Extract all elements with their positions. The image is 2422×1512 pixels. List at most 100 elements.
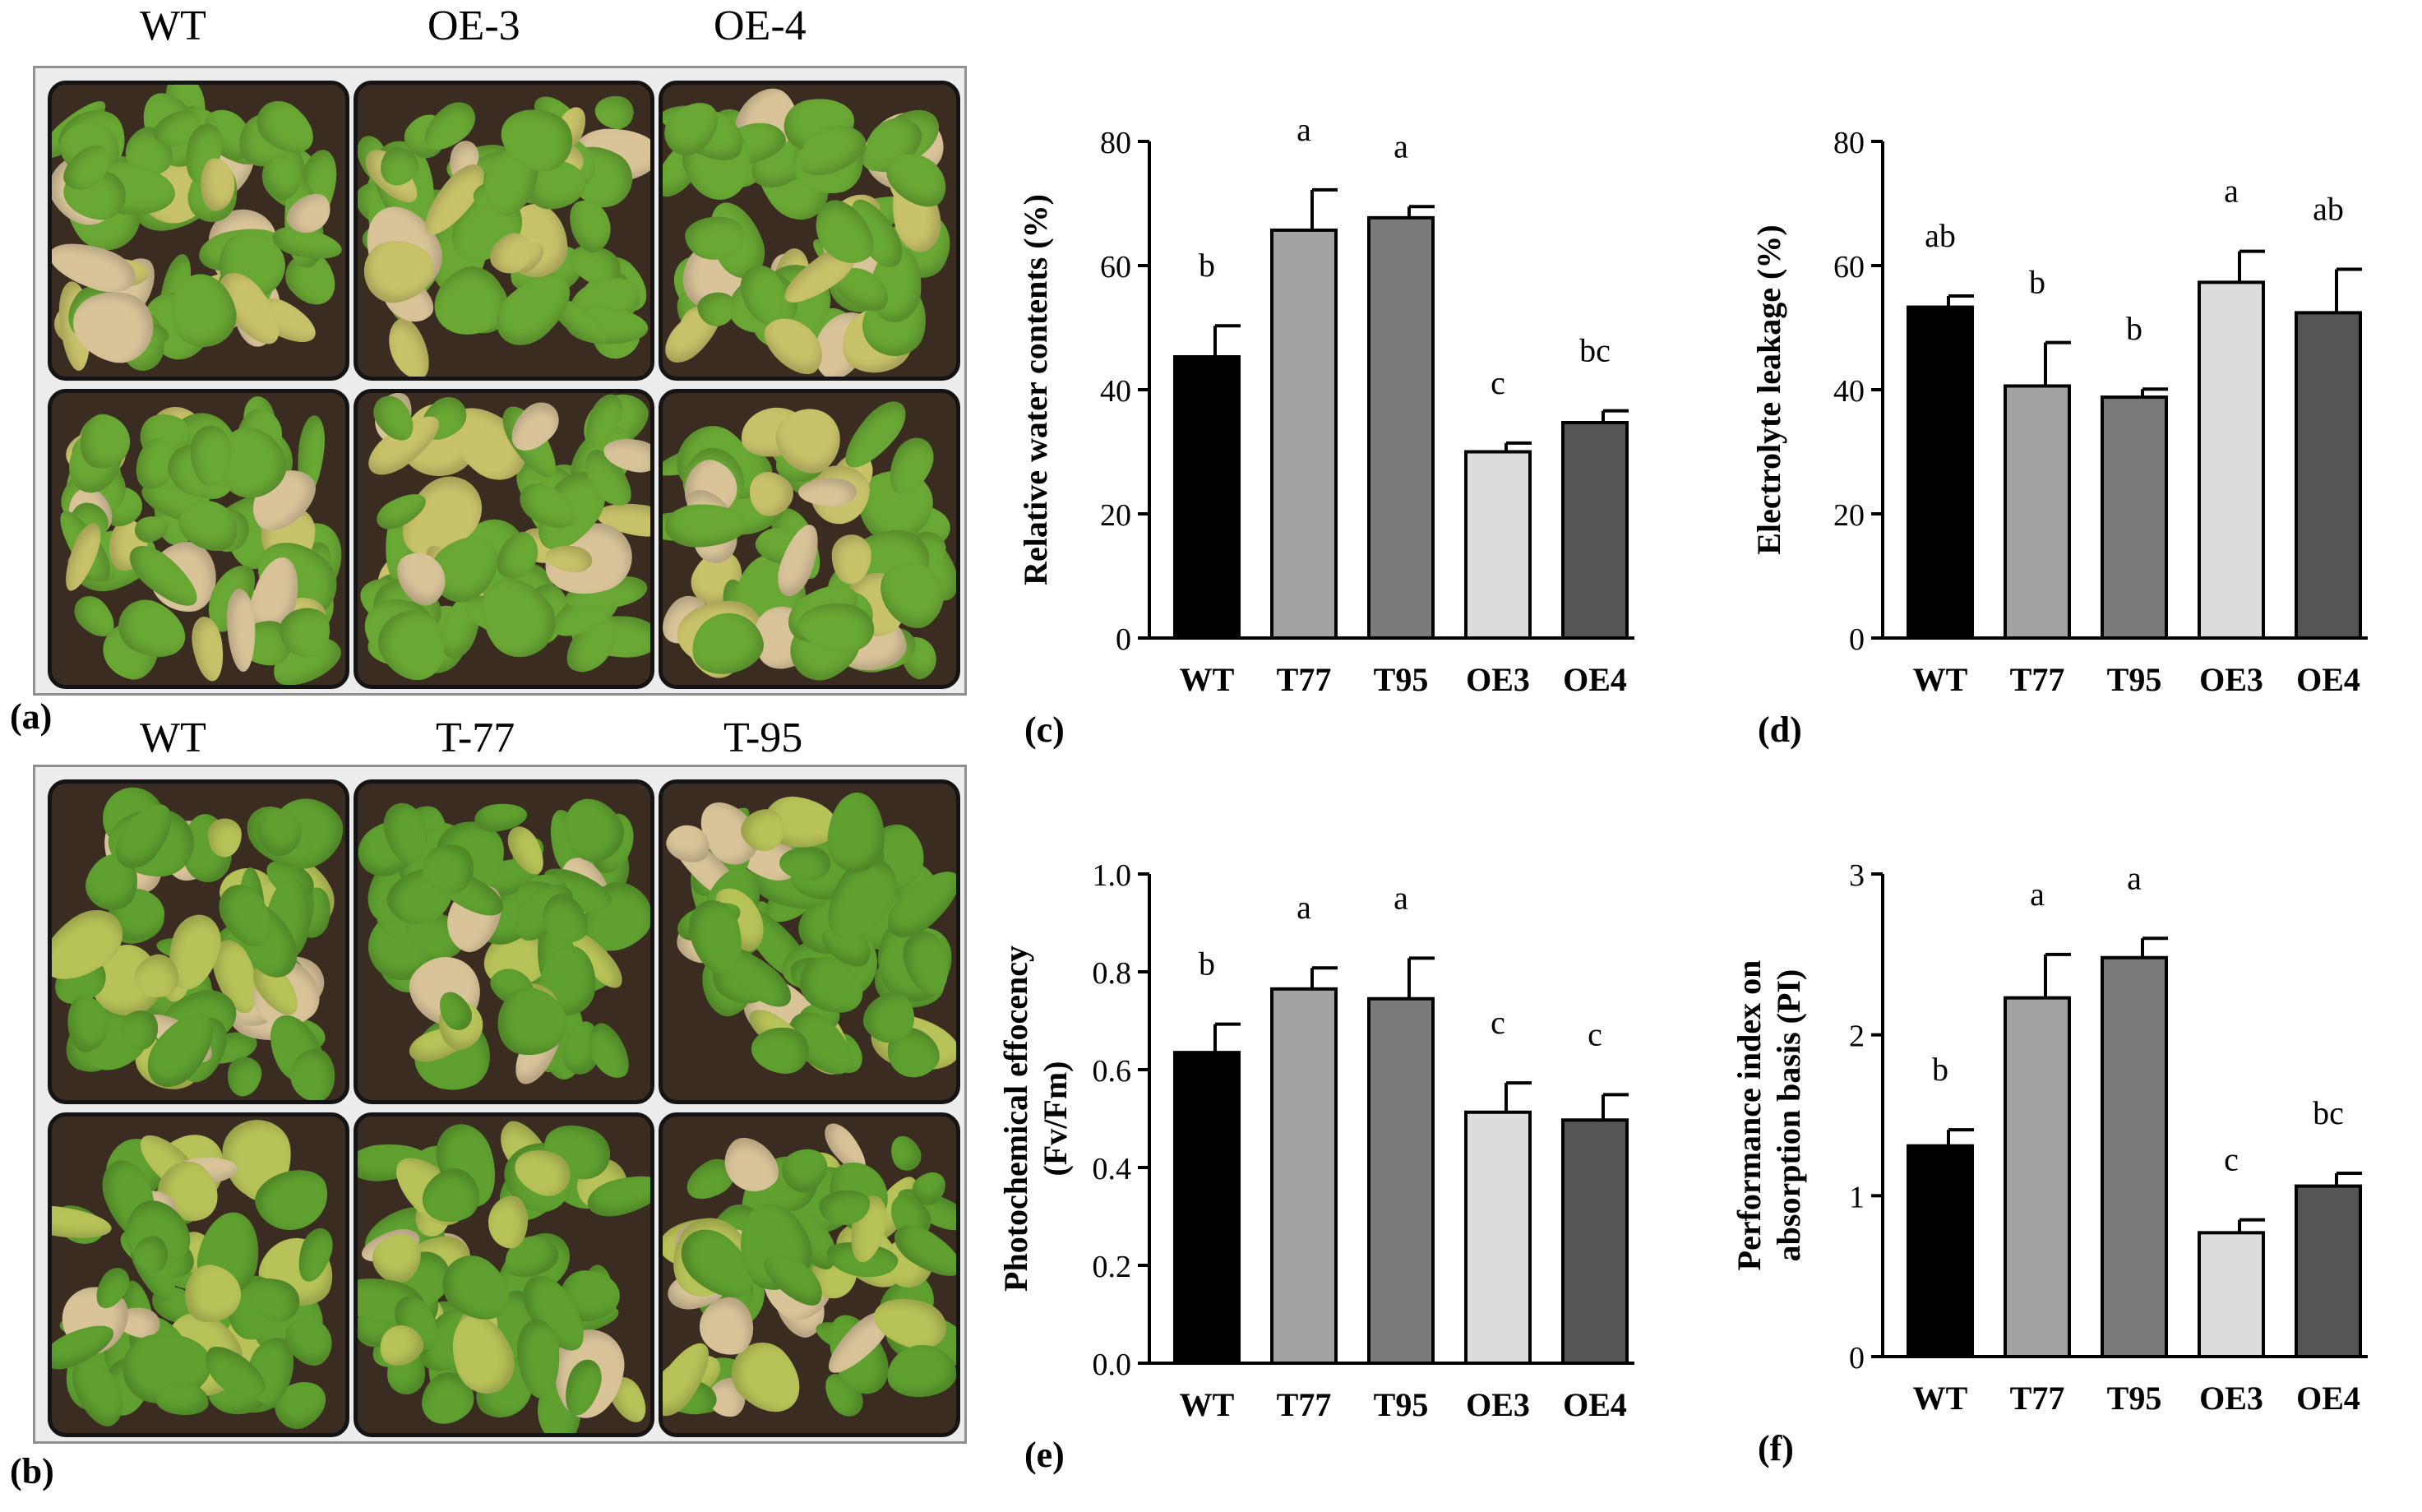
plant-pot — [48, 1112, 349, 1437]
y-tick-label: 0.8 — [1093, 956, 1132, 991]
photo-b-label-1: WT — [140, 714, 206, 761]
y-tick-label: 60 — [1100, 250, 1131, 284]
significance-letter: c — [1491, 364, 1505, 401]
bar-oe4 — [1561, 1118, 1629, 1366]
panel-letter: (f) — [1758, 1428, 1794, 1468]
bar-oe4 — [2295, 1184, 2362, 1359]
panel-letter: (d) — [1758, 710, 1802, 750]
chart-c: 0 20 40 60 80 Relative water contents (%) b WT a… — [1017, 111, 1634, 750]
bar-t77 — [1270, 228, 1338, 640]
x-tick-label: T77 — [2010, 661, 2065, 698]
plant-pot — [48, 389, 349, 689]
y-tick-label: 0 — [1116, 622, 1131, 657]
x-tick-label: T77 — [2010, 1380, 2065, 1417]
y-tick-label: 40 — [1833, 374, 1865, 409]
y-tick-label: 0.4 — [1093, 1152, 1132, 1186]
significance-letter: b — [2029, 264, 2045, 301]
chart-f: 0 1 2 3 Performance index on absorption basis… — [1731, 858, 2368, 1468]
significance-letter: a — [2224, 173, 2239, 210]
significance-letter: a — [1297, 889, 1311, 926]
x-tick-label: T77 — [1277, 661, 1332, 698]
plant-photo-a — [33, 66, 967, 696]
bar-t77 — [2004, 996, 2071, 1358]
y-tick-label: 3 — [1849, 858, 1865, 893]
bar-oe3 — [2198, 1231, 2265, 1358]
significance-letter: bc — [1579, 332, 1611, 369]
significance-letter: a — [1394, 879, 1408, 916]
bar-wt — [1173, 354, 1241, 640]
plant-pot — [353, 779, 655, 1104]
x-tick-label: OE3 — [2199, 1380, 2263, 1417]
x-tick-label: OE4 — [2296, 1380, 2360, 1417]
significance-letter: c — [1491, 1004, 1505, 1041]
bar-wt — [1907, 305, 1974, 640]
bar-t77 — [1270, 987, 1338, 1365]
y-tick-label: 0.0 — [1093, 1348, 1132, 1382]
x-tick-label: OE4 — [1563, 661, 1627, 698]
y-tick-label: 20 — [1100, 498, 1131, 533]
plant-pot — [659, 779, 960, 1104]
significance-letter: c — [2224, 1141, 2239, 1178]
x-tick-label: OE3 — [1466, 661, 1530, 698]
y-tick-label: 1.0 — [1093, 858, 1132, 893]
significance-letter: a — [1297, 111, 1311, 148]
panel-letter: (c) — [1024, 710, 1065, 750]
x-tick-label: WT — [1913, 661, 1968, 698]
bar-t95 — [2101, 395, 2168, 640]
x-tick-label: OE4 — [1563, 1386, 1627, 1423]
y-tick-label: 20 — [1833, 498, 1865, 533]
plant-pot — [659, 81, 960, 381]
x-tick-label: WT — [1913, 1380, 1968, 1417]
y-tick-label: 0 — [1849, 1341, 1865, 1376]
plant-pot — [353, 1112, 655, 1437]
y-axis-label: Performance index on — [1731, 960, 1768, 1271]
y-axis-label: (Fv/Fm) — [1037, 1061, 1074, 1177]
x-tick-label: T95 — [1374, 661, 1429, 698]
significance-letter: ab — [1925, 217, 1956, 254]
x-tick-label: OE3 — [2199, 661, 2263, 698]
x-tick-label: OE4 — [2296, 661, 2360, 698]
significance-letter: b — [1932, 1051, 1948, 1088]
plant-pot — [659, 389, 960, 689]
y-axis-label: Electrolyte leakage (%) — [1750, 224, 1787, 554]
significance-letter: b — [2126, 310, 2142, 347]
y-tick-label: 0.2 — [1093, 1250, 1132, 1284]
y-tick-label: 0 — [1849, 622, 1865, 657]
significance-letter: ab — [2313, 191, 2344, 228]
plant-photo-b — [33, 765, 967, 1444]
photo-a-label-2: OE-3 — [428, 2, 520, 49]
y-axis-label: absorption basis (PI) — [1770, 969, 1807, 1262]
bar-oe3 — [1464, 1110, 1532, 1365]
y-axis-label: Relative water contents (%) — [1017, 194, 1054, 585]
plant-pot — [48, 81, 349, 381]
y-tick-label: 40 — [1100, 374, 1131, 409]
y-tick-label: 60 — [1833, 250, 1865, 284]
x-tick-label: T95 — [2107, 661, 2162, 698]
x-tick-label: WT — [1180, 661, 1235, 698]
x-tick-label: WT — [1180, 1386, 1235, 1423]
plant-pot — [353, 389, 655, 689]
plant-pot — [48, 779, 349, 1104]
panel-letter-b: (b) — [10, 1451, 54, 1491]
bar-oe4 — [1561, 421, 1629, 640]
y-tick-label: 80 — [1833, 126, 1865, 160]
panel-letter: (e) — [1024, 1435, 1065, 1475]
bar-oe3 — [2198, 280, 2265, 640]
photo-a-label-1: WT — [140, 2, 206, 49]
photo-b-label-2: T-77 — [436, 714, 515, 761]
y-tick-label: 2 — [1849, 1020, 1865, 1054]
significance-letter: bc — [2313, 1094, 2344, 1131]
x-tick-label: T77 — [1277, 1386, 1332, 1423]
x-tick-label: T95 — [2107, 1380, 2162, 1417]
bar-t95 — [1367, 215, 1435, 640]
photo-b-label-3: T-95 — [723, 714, 803, 761]
bar-t95 — [2101, 955, 2168, 1359]
significance-letter: a — [2030, 876, 2045, 913]
significance-letter: a — [2127, 859, 2142, 896]
y-tick-label: 80 — [1100, 126, 1131, 160]
significance-letter: b — [1199, 946, 1215, 983]
plant-pot — [353, 81, 655, 381]
bar-t95 — [1367, 996, 1435, 1365]
significance-letter: a — [1394, 127, 1408, 164]
